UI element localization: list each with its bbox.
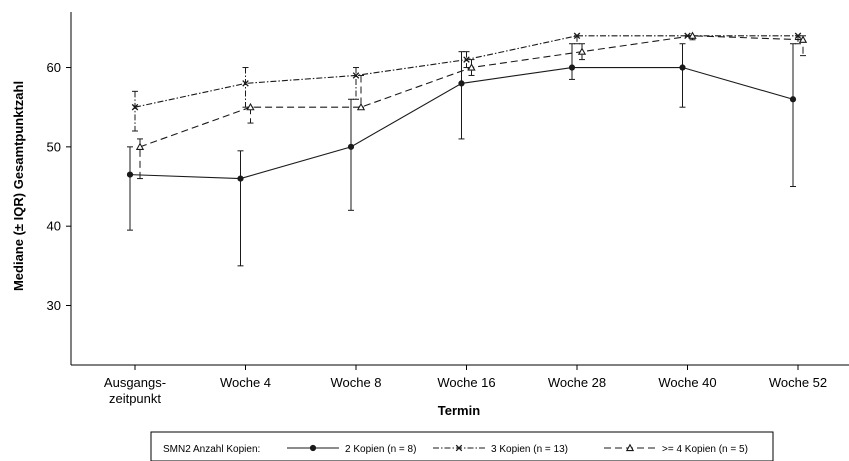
data-point [356, 102, 366, 111]
x-tick-label: Woche 52 [769, 375, 827, 390]
series-line [134, 35, 798, 108]
data-point [463, 56, 470, 63]
legend-label: 3 Kopien (n = 13) [491, 444, 568, 455]
x-tick-label: Woche 40 [658, 375, 716, 390]
x-tick-label: Woche 4 [220, 375, 271, 390]
x-axis-title: Termin [438, 403, 480, 418]
legend: SMN2 Anzahl Kopien: 2 Kopien (n = 8) 3 Ko… [150, 431, 774, 461]
data-point [573, 32, 581, 40]
data-point [309, 444, 317, 452]
data-point [246, 102, 255, 111]
data-point [688, 31, 697, 39]
y-tick-label: 40 [47, 219, 61, 234]
x-tick-label: zeitpunkt [109, 391, 161, 406]
data-point [794, 32, 802, 40]
x-tick-label: Woche 16 [437, 375, 495, 390]
legend-entry-2: 3 Kopien (n = 13) [433, 444, 568, 455]
series-layer [126, 31, 808, 267]
legend-label: 2 Kopien (n = 8) [345, 444, 416, 455]
data-point [458, 80, 465, 87]
y-tick-label: 60 [47, 60, 61, 75]
legend-entry-1: 2 Kopien (n = 8) [287, 444, 416, 455]
y-tick-label: 30 [47, 298, 61, 313]
x-tick-label: Ausgangs- [104, 375, 166, 390]
series-line [139, 35, 804, 148]
data-point [798, 35, 808, 43]
data-point [455, 444, 463, 452]
data-point [347, 143, 355, 150]
legend-box [150, 431, 774, 461]
data-point [568, 64, 576, 71]
data-point [789, 96, 797, 103]
data-point [577, 47, 587, 55]
data-point [126, 171, 134, 178]
y-ticks: 30 40 50 60 [47, 60, 71, 313]
x-tick-label: Woche 8 [330, 375, 381, 390]
data-point [135, 142, 145, 150]
data-point [131, 103, 139, 111]
series-3 [135, 31, 808, 180]
axes [70, 12, 849, 366]
data-point [237, 175, 244, 182]
x-ticks: Ausgangs-zeitpunkt Woche 4 Woche 8 Woche 16… [104, 365, 827, 406]
series-2 [131, 32, 802, 132]
legend-title: SMN2 Anzahl Kopien: [163, 444, 260, 455]
data-point [467, 63, 476, 71]
legend-label: >= 4 Kopien (n = 5) [662, 444, 748, 455]
series-1 [126, 43, 797, 267]
data-point [242, 80, 249, 87]
data-point [625, 443, 635, 452]
x-tick-label: Woche 28 [548, 375, 606, 390]
y-tick-label: 50 [47, 139, 61, 154]
data-point [679, 64, 686, 71]
data-point [352, 72, 360, 79]
y-axis-title: Mediane (± IQR) Gesamtpunktzahl [11, 81, 26, 291]
legend-entry-3: >= 4 Kopien (n = 5) [604, 443, 748, 455]
